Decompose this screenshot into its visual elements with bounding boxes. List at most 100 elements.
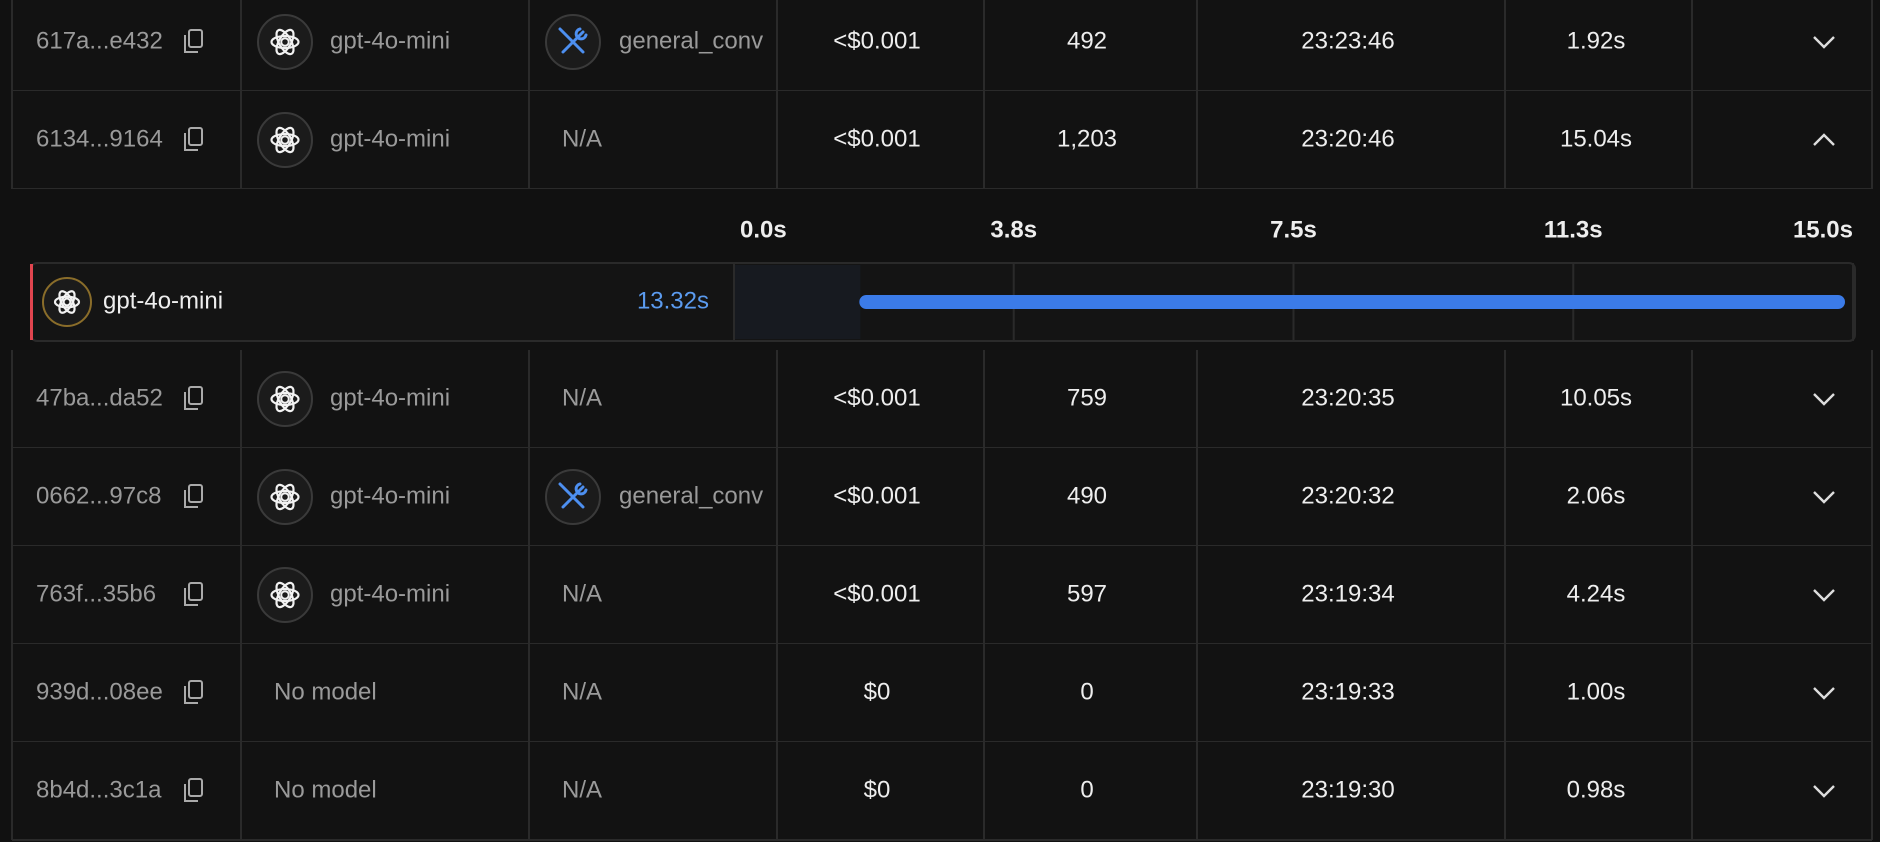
trace-id: 617a...e432 xyxy=(36,27,163,54)
table-row[interactable]: 0662...97c8 gpt-4o-mini general_conv <$0.00… xyxy=(11,448,1873,547)
model-icon-core xyxy=(280,37,290,47)
model-name: gpt-4o-mini xyxy=(330,384,450,411)
copy-icon xyxy=(184,490,198,508)
time: 23:19:30 xyxy=(1301,776,1394,803)
collapse-button[interactable] xyxy=(1813,133,1835,146)
model-name: gpt-4o-mini xyxy=(330,27,450,54)
tokens: 492 xyxy=(1067,27,1107,54)
cost: $0 xyxy=(864,776,891,803)
row-bg xyxy=(12,644,1872,742)
tool-name: general_conv xyxy=(619,482,763,509)
model-name: gpt-4o-mini xyxy=(330,482,450,509)
timeline-tick-label: 11.3s xyxy=(1544,216,1603,243)
copy-button[interactable] xyxy=(184,386,203,410)
copy-button[interactable] xyxy=(184,582,203,606)
table-row[interactable]: 939d...08ee No model N/A $0 0 23:19:33 1.00s xyxy=(11,644,1873,743)
model-icon-petal xyxy=(275,126,295,154)
model-icon-core xyxy=(280,394,290,404)
span-duration: 13.32s xyxy=(637,287,709,314)
copy-icon xyxy=(184,784,198,802)
latency: 1.00s xyxy=(1567,678,1626,705)
row-bg xyxy=(12,742,1872,840)
expand-button[interactable] xyxy=(1813,36,1835,49)
tokens: 1,203 xyxy=(1057,125,1117,152)
tool-name: N/A xyxy=(562,125,602,152)
table-row[interactable]: 617a...e432 gpt-4o-mini general_conv <$0.00… xyxy=(11,0,1873,92)
model-icon-core xyxy=(280,590,290,600)
row-bg xyxy=(12,350,1872,448)
cost: <$0.001 xyxy=(833,27,920,54)
model-icon-petal xyxy=(275,581,295,609)
tokens: 0 xyxy=(1080,776,1093,803)
model-icon-petal xyxy=(270,489,300,505)
table-row[interactable]: 47ba...da52 gpt-4o-mini N/A <$0.001 759 23:20… xyxy=(11,350,1873,449)
copy-button[interactable] xyxy=(184,484,203,508)
copy-icon xyxy=(184,588,198,606)
copy-icon xyxy=(188,582,203,601)
expand-button[interactable] xyxy=(1813,785,1835,798)
tokens: 759 xyxy=(1067,384,1107,411)
model-icon xyxy=(257,14,313,70)
model-icon xyxy=(257,567,313,623)
model-name: gpt-4o-mini xyxy=(330,125,450,152)
tool-name: N/A xyxy=(562,580,602,607)
model-icon-core xyxy=(280,135,290,145)
latency: 2.06s xyxy=(1567,482,1626,509)
model-icon-petal xyxy=(270,34,300,50)
latency: 15.04s xyxy=(1560,125,1632,152)
expand-button[interactable] xyxy=(1813,687,1835,700)
table-row[interactable]: 763f...35b6 gpt-4o-mini N/A <$0.001 597 23:19… xyxy=(11,546,1873,645)
model-icon xyxy=(257,371,313,427)
copy-icon xyxy=(184,35,198,53)
model-icon xyxy=(42,277,92,327)
tool-icon-glyph xyxy=(558,27,588,54)
model-icon-petal xyxy=(270,391,300,407)
model-icon xyxy=(257,469,313,525)
latency: 0.98s xyxy=(1567,776,1626,803)
expand-button[interactable] xyxy=(1813,393,1835,406)
model-name: No model xyxy=(274,776,377,803)
timeline-tick-label: 3.8s xyxy=(990,216,1037,243)
model-name: gpt-4o-mini xyxy=(330,580,450,607)
expand-button[interactable] xyxy=(1813,491,1835,504)
copy-button[interactable] xyxy=(184,680,203,704)
model-icon-petal xyxy=(275,126,295,154)
copy-icon xyxy=(184,133,198,151)
tool-name: N/A xyxy=(562,384,602,411)
expand-button[interactable] xyxy=(1813,589,1835,602)
model-icon-petal xyxy=(58,290,76,314)
time: 23:20:32 xyxy=(1301,482,1394,509)
span-name: gpt-4o-mini xyxy=(103,287,223,314)
table-row[interactable]: 8b4d...3c1a No model N/A $0 0 23:19:30 0.98s xyxy=(11,742,1873,841)
model-icon-core xyxy=(280,492,290,502)
copy-icon xyxy=(188,778,203,797)
table-row[interactable]: 6134...9164 gpt-4o-mini N/A <$0.001 1,203 23:… xyxy=(11,91,1873,190)
model-icon-petal xyxy=(275,483,295,511)
tool-name: N/A xyxy=(562,678,602,705)
copy-icon xyxy=(184,392,198,410)
tool-name: general_conv xyxy=(619,27,763,54)
model-icon-petal xyxy=(53,295,81,309)
copy-button[interactable] xyxy=(184,127,203,151)
cost: <$0.001 xyxy=(833,482,920,509)
timeline-track xyxy=(735,265,861,339)
copy-button[interactable] xyxy=(184,778,203,802)
model-name: No model xyxy=(274,678,377,705)
cost: <$0.001 xyxy=(833,580,920,607)
time: 23:20:46 xyxy=(1301,125,1394,152)
model-icon-petal xyxy=(275,385,295,413)
cost: <$0.001 xyxy=(833,384,920,411)
span-bar xyxy=(859,295,1845,309)
copy-icon xyxy=(188,386,203,405)
model-icon-petal xyxy=(275,385,295,413)
cost: <$0.001 xyxy=(833,125,920,152)
tool-name: N/A xyxy=(562,776,602,803)
time: 23:23:46 xyxy=(1301,27,1394,54)
tokens: 490 xyxy=(1067,482,1107,509)
copy-button[interactable] xyxy=(184,29,203,53)
latency: 4.24s xyxy=(1567,580,1626,607)
model-icon-petal xyxy=(275,28,295,56)
copy-icon xyxy=(188,680,203,699)
copy-icon xyxy=(188,29,203,48)
